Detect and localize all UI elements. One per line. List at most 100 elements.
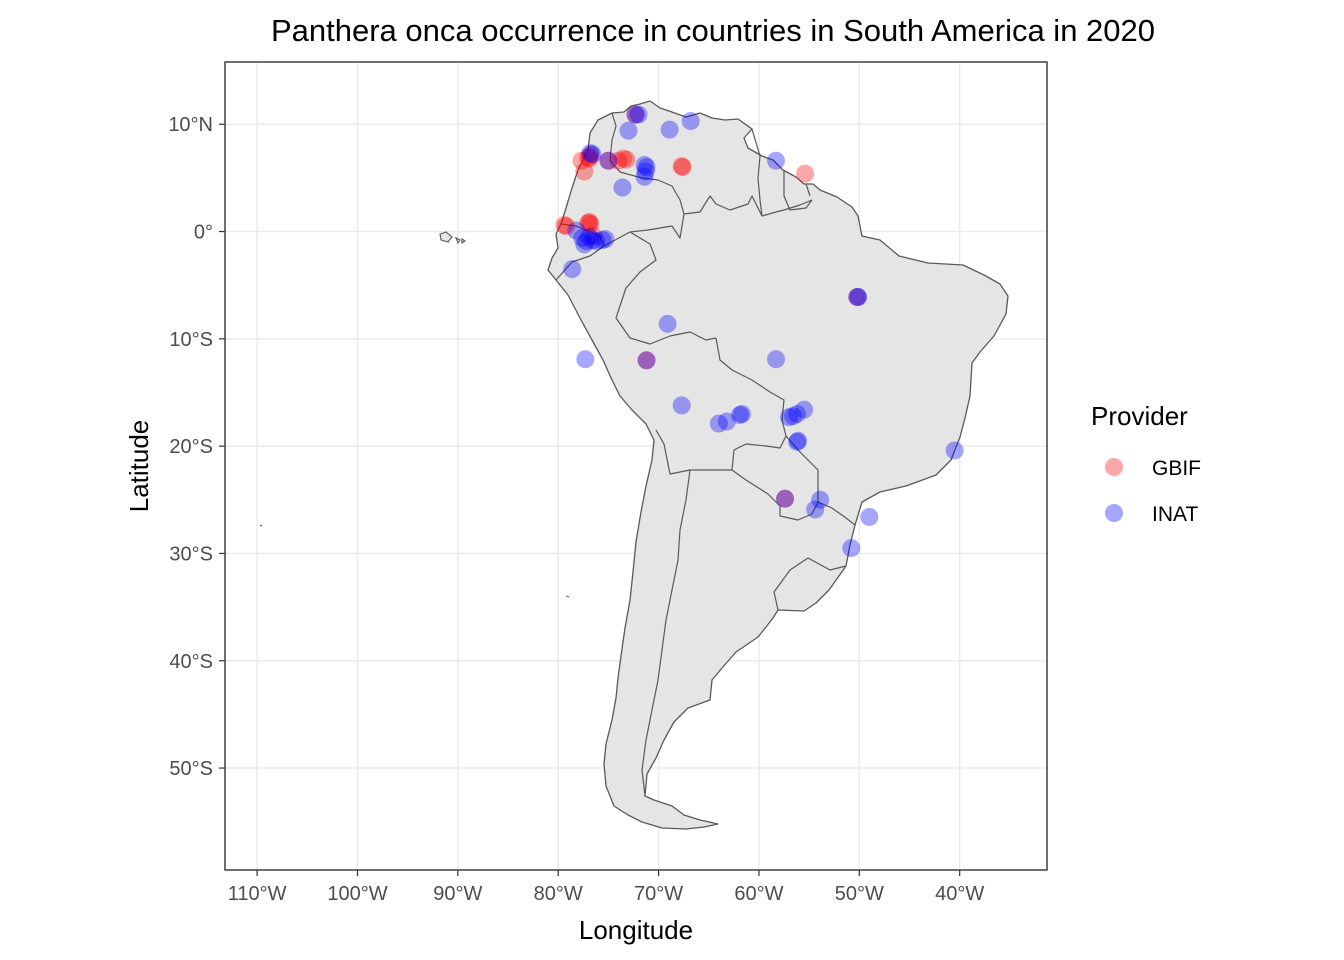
legend-entries: GBIF INAT [1105, 457, 1201, 526]
occurrence-point-inat [681, 112, 700, 131]
occurrence-point-inat [567, 221, 586, 240]
occurrence-point-gbif [579, 148, 598, 167]
occurrence-point-inat [660, 120, 679, 139]
occurrence-points [555, 105, 964, 558]
occurrence-point-inat [788, 432, 807, 451]
occurrence-point-inat [619, 121, 638, 140]
occurrence-point-inat [730, 406, 749, 425]
occurrence-point-inat [583, 231, 602, 250]
occurrence-point-gbif [580, 149, 599, 168]
x-axis-title: Longitude [579, 915, 693, 945]
occurrence-point-inat [573, 228, 592, 247]
legend-label: GBIF [1152, 457, 1201, 480]
occurrence-point-inat [575, 235, 594, 254]
occurrence-point-gbif [848, 287, 867, 306]
x-tick-label: 90°W [433, 883, 482, 905]
occurrence-point-gbif [609, 151, 628, 170]
y-tick-label: 10°N [168, 114, 213, 136]
occurrence-point-gbif [796, 164, 815, 183]
occurrence-point-gbif [581, 215, 600, 234]
y-tick-label: 40°S [169, 651, 213, 673]
occurrence-point-gbif [776, 489, 795, 508]
occurrence-point-gbif [581, 146, 600, 165]
x-tick-label: 80°W [534, 883, 583, 905]
occurrence-point-gbif [572, 151, 591, 170]
x-tick-label: 40°W [935, 883, 984, 905]
occurrence-point-inat [811, 490, 830, 509]
occurrence-point-inat [583, 145, 602, 164]
occurrence-point-inat [848, 287, 867, 306]
legend: Provider GBIF INAT [1091, 401, 1201, 526]
x-tick-label: 100°W [327, 883, 387, 905]
galapagos-islands [259, 231, 570, 598]
legend-key-inat [1105, 504, 1123, 522]
occurrence-point-inat [658, 314, 677, 333]
occurrence-point-inat [613, 178, 632, 197]
occurrence-point-inat [577, 232, 596, 251]
series-inat [563, 105, 964, 558]
occurrence-point-inat [629, 105, 648, 124]
country-borders [555, 112, 856, 797]
occurrence-point-inat [593, 231, 612, 250]
occurrence-point-inat [637, 158, 656, 177]
occurrence-point-gbif [557, 217, 576, 236]
occurrence-point-inat [581, 144, 600, 163]
x-tick-label: 70°W [634, 883, 683, 905]
occurrence-point-gbif [580, 212, 599, 231]
y-tick-label: 30°S [169, 543, 213, 565]
occurrence-point-inat [767, 350, 786, 369]
occurrence-point-inat [636, 162, 655, 181]
occurrence-point-inat [789, 431, 808, 450]
occurrence-point-inat [767, 151, 786, 170]
occurrence-point-gbif [637, 351, 656, 370]
x-tick-label: 110°W [228, 883, 287, 905]
axes: 110°W 100°W 90°W 80°W 70°W 60°W 50°W 40°W 10°N 0°… [168, 114, 984, 905]
occurrence-point-inat [576, 350, 595, 369]
y-tick-label: 20°S [169, 436, 213, 458]
occurrence-point-inat [795, 400, 814, 419]
occurrence-point-inat [599, 151, 618, 170]
occurrence-point-gbif [555, 216, 574, 235]
x-tick-label: 50°W [835, 883, 884, 905]
chart-title: Panthera onca occurrence in countries in… [271, 13, 1155, 48]
y-tick-label: 0° [194, 222, 213, 244]
occurrence-point-inat [563, 260, 582, 279]
occurrence-point-inat [842, 539, 861, 558]
occurrence-point-gbif [614, 149, 633, 168]
y-tick-label: 50°S [169, 758, 213, 780]
legend-label: INAT [1152, 503, 1198, 526]
occurrence-point-inat [709, 414, 728, 433]
occurrence-point-inat [596, 230, 615, 249]
occurrence-point-inat [780, 408, 799, 427]
legend-key-gbif [1105, 458, 1123, 476]
y-tick-label: 10°S [169, 329, 213, 351]
x-tick-label: 60°W [734, 883, 783, 905]
y-axis-title: Latitude [124, 420, 154, 513]
occurrence-point-gbif [584, 226, 603, 245]
legend-entry-inat: INAT [1105, 503, 1198, 526]
plot-panel-border [224, 61, 1048, 871]
occurrence-point-inat [587, 232, 606, 251]
occurrence-point-inat [626, 105, 645, 124]
occurrence-point-inat [945, 441, 964, 460]
series-gbif [555, 105, 867, 508]
occurrence-point-inat [580, 227, 599, 246]
occurrence-point-inat [732, 404, 751, 423]
occurrence-point-inat [784, 407, 803, 426]
occurrence-point-inat [776, 489, 795, 508]
occurrence-point-inat [788, 404, 807, 423]
legend-title: Provider [1091, 401, 1188, 431]
occurrence-point-gbif [672, 157, 691, 176]
occurrence-point-gbif [579, 213, 598, 232]
occurrence-point-gbif [575, 162, 594, 181]
occurrence-point-inat [635, 167, 654, 186]
occurrence-point-inat [672, 396, 691, 415]
occurrence-point-gbif [673, 158, 692, 177]
occurrence-point-gbif [617, 150, 636, 169]
occurrence-point-inat [849, 287, 868, 306]
occurrence-point-inat [860, 507, 879, 526]
occurrence-point-gbif [599, 151, 618, 170]
legend-entry-gbif: GBIF [1105, 457, 1201, 480]
occurrence-point-inat [717, 412, 736, 431]
